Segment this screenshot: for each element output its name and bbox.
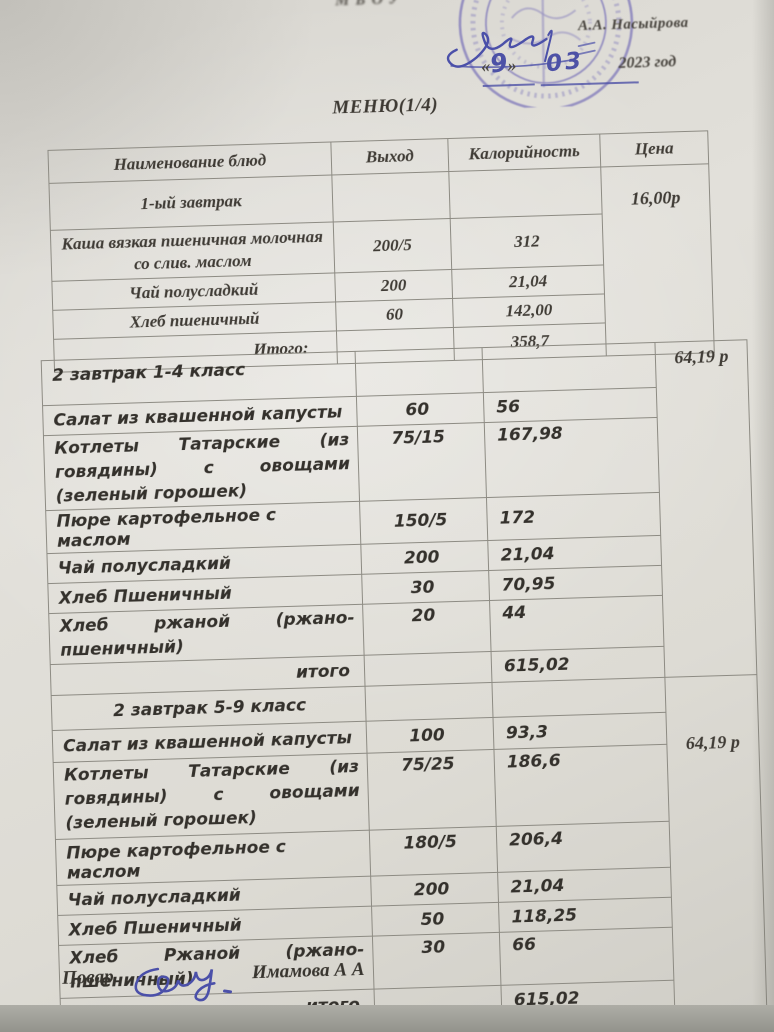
price-cell: 16,00р xyxy=(600,163,715,356)
dish-output: 75/25 xyxy=(367,749,497,831)
approver-name: А.А. Насыйрова xyxy=(577,14,689,35)
section-label: 1-ый завтрак xyxy=(48,174,334,231)
dish-output: 60 xyxy=(356,392,485,427)
empty-cell xyxy=(355,347,484,397)
empty-cell xyxy=(482,342,657,393)
breakfast1-table: Наименование блюд Выход Калорийность Цен… xyxy=(47,130,715,373)
price-cell: 64,19 р xyxy=(654,339,757,678)
dish-output: 150/5 xyxy=(359,497,488,545)
dish-calories: 142,00 xyxy=(452,293,606,328)
dish-calories: 93,3 xyxy=(492,712,667,750)
dish-output: 60 xyxy=(335,298,454,331)
dish-calories: 312 xyxy=(450,213,604,270)
date-year: 2023 год xyxy=(618,53,677,72)
dish-calories: 206,4 xyxy=(496,821,671,873)
dish-calories: 21,04 xyxy=(451,264,605,299)
dish-calories: 172 xyxy=(486,492,661,541)
dish-output: 180/5 xyxy=(369,826,498,877)
breakfast2-table: 2 завтрак 1-4 класс 64,19 р Салат из ква… xyxy=(41,339,768,1030)
date-line: «9» 03 2023 год xyxy=(481,43,677,78)
date-day: 9 xyxy=(487,47,510,79)
dish-output: 200 xyxy=(360,540,489,575)
empty-cell xyxy=(331,171,451,222)
dish-output: 75/15 xyxy=(357,422,487,502)
col-header-out: Выход xyxy=(330,138,449,175)
footer: Повар Имамова А А xyxy=(62,944,663,1014)
dish-name: Хлеб ржаной (ржано-пшеничный) xyxy=(48,604,365,665)
cook-signature xyxy=(134,967,233,1002)
dish-output: 100 xyxy=(366,717,494,754)
date-month: 03 xyxy=(545,47,586,78)
dish-output: 200 xyxy=(334,269,453,302)
cook-role-label: Повар xyxy=(61,966,114,989)
dish-calories: 186,6 xyxy=(493,744,670,827)
empty-cell xyxy=(491,677,666,718)
empty-cell xyxy=(364,651,492,687)
cook-name: Имамова А А xyxy=(251,958,365,984)
col-header-cal: Калорийность xyxy=(447,134,601,172)
edge-shadow xyxy=(752,0,774,1032)
dish-name: Каша вязкая пшеничная молочная со слив. … xyxy=(50,221,335,282)
dish-name: Котлеты Татарские (из говядины) с овощам… xyxy=(43,426,360,511)
col-header-price: Цена xyxy=(599,130,709,168)
dish-output: 200/5 xyxy=(333,218,452,273)
dish-output: 50 xyxy=(371,902,500,937)
photo-bottom-edge xyxy=(0,1005,774,1032)
dish-calories: 44 xyxy=(489,595,664,652)
dish-output: 200 xyxy=(370,872,499,907)
dish-calories: 167,98 xyxy=(484,417,660,498)
empty-cell xyxy=(448,167,603,219)
total-calories: 615,02 xyxy=(491,646,665,683)
director-signature xyxy=(446,29,596,68)
organization-line: МБОУ xyxy=(335,0,406,10)
menu-title: МЕНЮ(1/4) xyxy=(332,94,439,119)
empty-cell xyxy=(365,682,493,722)
corner-shadow xyxy=(0,0,320,280)
dish-name: Котлеты Татарские (из говядины) с овощам… xyxy=(53,753,370,840)
dish-output: 30 xyxy=(361,570,490,605)
dish-output: 20 xyxy=(362,600,492,656)
